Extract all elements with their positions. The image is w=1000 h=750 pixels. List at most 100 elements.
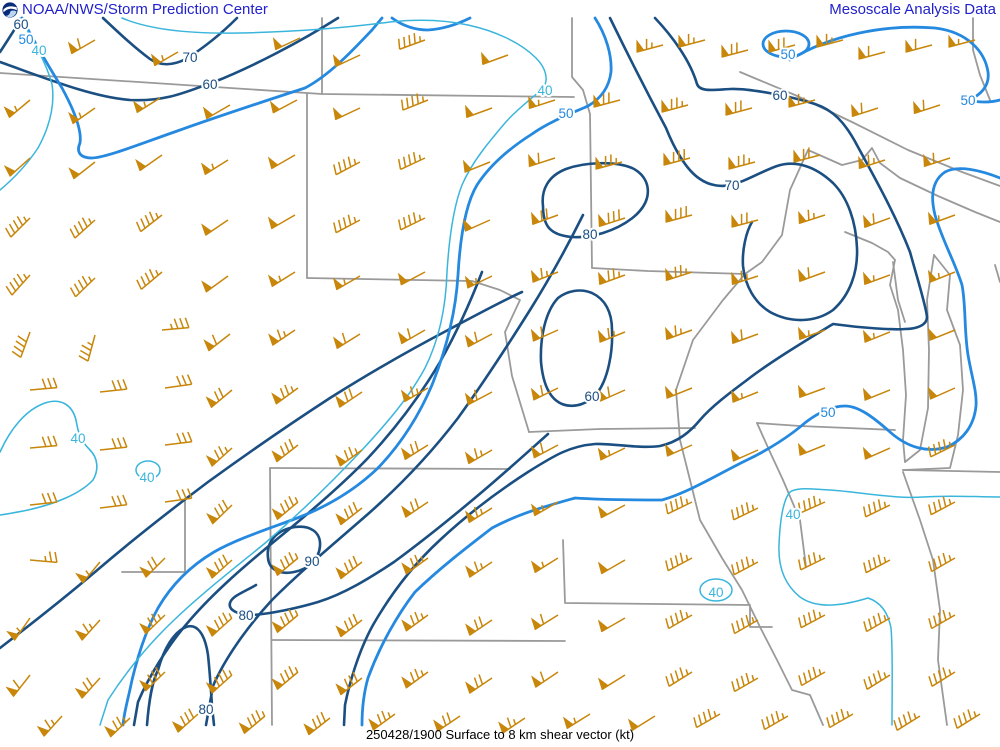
wind-barb bbox=[464, 331, 493, 348]
wind-barb bbox=[927, 439, 956, 458]
contour-label: 80 bbox=[198, 702, 213, 717]
wind-barb bbox=[465, 104, 493, 118]
wind-barb bbox=[205, 554, 233, 579]
wind-barb bbox=[397, 212, 426, 231]
contour-label: 40 bbox=[31, 43, 46, 58]
wind-barb bbox=[862, 446, 891, 460]
wind-barb bbox=[29, 492, 58, 506]
wind-barb bbox=[768, 37, 796, 53]
contour-label: 40 bbox=[70, 431, 85, 446]
wind-barb bbox=[99, 437, 128, 451]
wind-barb bbox=[164, 374, 193, 389]
wind-barb bbox=[397, 271, 426, 286]
wind-barb bbox=[68, 107, 96, 125]
wind-barb bbox=[531, 671, 559, 688]
wind-barb bbox=[11, 331, 31, 358]
wind-barb bbox=[203, 333, 231, 352]
wind-barb bbox=[598, 268, 626, 285]
wind-barb bbox=[401, 498, 429, 518]
wind-barb bbox=[863, 612, 891, 633]
wind-barb bbox=[206, 499, 233, 525]
wind-barb bbox=[665, 206, 693, 223]
wind-barb bbox=[530, 442, 559, 459]
wind-barb bbox=[464, 448, 493, 465]
wind-barb bbox=[928, 667, 956, 687]
page-bottom-divider bbox=[0, 747, 1000, 750]
contour-label: 50 bbox=[820, 405, 835, 420]
wind-barb bbox=[530, 557, 559, 574]
contour-label: 60 bbox=[584, 389, 599, 404]
wind-barbs-layer bbox=[3, 33, 981, 738]
contour-label: 40 bbox=[708, 585, 723, 600]
wind-barb bbox=[797, 495, 826, 514]
wind-barb bbox=[335, 446, 363, 467]
wind-barb bbox=[267, 271, 296, 288]
wind-barb bbox=[725, 100, 753, 116]
wind-barb bbox=[905, 38, 933, 53]
wind-barb bbox=[136, 268, 163, 290]
wind-barb bbox=[498, 717, 526, 734]
wind-barb bbox=[731, 556, 759, 576]
wind-barb bbox=[99, 379, 128, 393]
wind-barb bbox=[464, 275, 493, 289]
wind-barb bbox=[597, 327, 626, 343]
wind-barb bbox=[29, 435, 58, 449]
wind-barb bbox=[731, 270, 759, 286]
wind-barb bbox=[928, 609, 956, 630]
wind-barb bbox=[397, 328, 426, 345]
contour-label: 80 bbox=[582, 227, 597, 242]
wind-barb bbox=[665, 325, 693, 340]
wind-barb bbox=[798, 209, 826, 225]
wind-barb bbox=[335, 501, 363, 526]
wind-barb bbox=[464, 389, 493, 406]
wind-barb bbox=[201, 275, 229, 293]
wind-barb bbox=[793, 147, 821, 163]
wind-barb bbox=[893, 711, 921, 731]
state-borders-layer bbox=[0, 17, 1000, 726]
wind-barb bbox=[528, 152, 556, 168]
wind-barb bbox=[530, 385, 559, 401]
wind-barb bbox=[862, 329, 891, 343]
contour-label: 80 bbox=[238, 608, 253, 623]
wind-barb bbox=[816, 33, 844, 48]
wind-barb bbox=[665, 609, 693, 630]
wind-barb bbox=[863, 213, 891, 228]
wind-barb bbox=[798, 609, 826, 629]
wind-barb bbox=[798, 267, 826, 282]
wind-barb bbox=[400, 440, 429, 461]
wind-barb bbox=[923, 152, 951, 168]
wind-barb bbox=[665, 265, 693, 282]
spc-home-link[interactable]: NOAA/NWS/Storm Prediction Center bbox=[22, 1, 268, 18]
wind-barb bbox=[333, 156, 361, 176]
wind-barb bbox=[826, 708, 854, 729]
mesoscale-analysis-data-link[interactable]: Mesoscale Analysis Data bbox=[829, 1, 996, 18]
wind-barb bbox=[271, 666, 299, 691]
wind-barb bbox=[913, 99, 941, 115]
contour-label: 50 bbox=[558, 106, 573, 121]
wind-barb bbox=[598, 209, 626, 228]
noaa-logo-icon bbox=[2, 1, 18, 18]
wind-barb bbox=[530, 267, 559, 283]
wind-barb bbox=[597, 617, 626, 633]
wind-barb bbox=[597, 386, 626, 402]
wind-barb bbox=[462, 218, 491, 232]
wind-barb bbox=[928, 211, 956, 225]
wind-barb bbox=[335, 388, 363, 408]
wind-barb bbox=[5, 674, 31, 698]
wind-barb bbox=[29, 377, 58, 391]
wind-barb bbox=[29, 551, 58, 564]
shear-contours-layer bbox=[0, 16, 1000, 727]
wind-barb bbox=[164, 431, 193, 446]
wind-barb bbox=[721, 42, 749, 58]
contour-label: 70 bbox=[182, 50, 197, 65]
wind-barb bbox=[862, 387, 891, 401]
wind-barb bbox=[205, 612, 233, 637]
wind-barb bbox=[761, 710, 789, 731]
wind-barb bbox=[528, 95, 556, 110]
wind-barb bbox=[798, 326, 826, 340]
wind-barb bbox=[530, 613, 559, 631]
wind-barb bbox=[678, 33, 706, 48]
wind-barb bbox=[731, 329, 759, 344]
wind-barb bbox=[267, 214, 296, 230]
